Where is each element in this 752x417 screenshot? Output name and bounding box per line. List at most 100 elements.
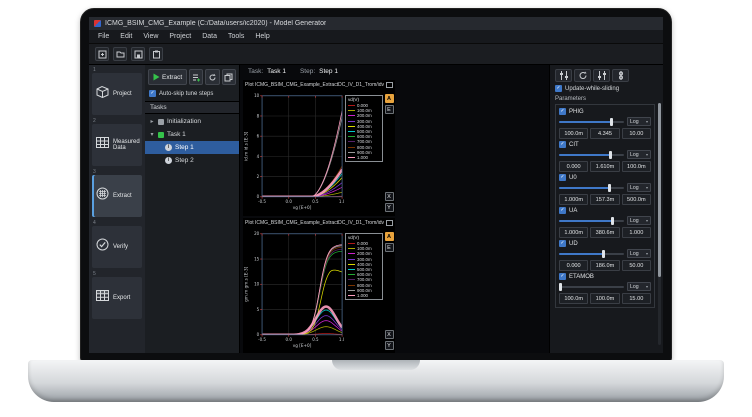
plot-e-button[interactable]: E: [384, 243, 394, 252]
refresh-button[interactable]: [205, 69, 220, 85]
param-slider[interactable]: [558, 282, 624, 291]
sidebar-item-project[interactable]: Project: [92, 73, 142, 115]
scrollbar[interactable]: [658, 103, 661, 345]
param-value[interactable]: 157.3m: [590, 194, 620, 205]
param-min[interactable]: 0.000: [559, 161, 589, 172]
save-project-icon[interactable]: [131, 47, 145, 61]
restore-window-icon[interactable]: [386, 82, 393, 88]
menu-item-help[interactable]: Help: [255, 33, 270, 40]
param-value[interactable]: 4.345: [590, 128, 620, 139]
param-min[interactable]: 1.000m: [559, 227, 589, 238]
menu-item-data[interactable]: Data: [202, 33, 217, 40]
plot-x-button[interactable]: X: [384, 192, 394, 201]
param-checkbox[interactable]: ✓: [559, 174, 566, 181]
svg-text:-0.5: -0.5: [258, 337, 266, 342]
slider-thumb[interactable]: [608, 183, 612, 192]
extract-run-button[interactable]: Extract: [148, 69, 188, 85]
open-project-icon[interactable]: [113, 47, 127, 61]
param-slider[interactable]: [559, 183, 624, 192]
param-slider[interactable]: [559, 150, 624, 159]
param-min[interactable]: 100.0m: [559, 128, 589, 139]
tune-icon[interactable]: [612, 69, 629, 82]
param-value[interactable]: 1.610m: [590, 161, 620, 172]
slider-thumb[interactable]: [602, 249, 606, 258]
menu-item-project[interactable]: Project: [169, 33, 192, 40]
param-max[interactable]: 1.000: [621, 227, 651, 238]
tree-node-task-1[interactable]: ▾ Task 1: [145, 128, 239, 141]
duplicate-button[interactable]: [221, 69, 236, 85]
menu-item-file[interactable]: File: [98, 33, 110, 40]
sidebar-item-measured-data[interactable]: Measured Data: [92, 124, 142, 166]
param-max[interactable]: 50.00: [621, 260, 651, 271]
param-max[interactable]: 100.0m: [621, 161, 651, 172]
scale-select[interactable]: Log ▾: [627, 216, 651, 225]
plot-a-button[interactable]: A: [384, 94, 394, 103]
scrollbar-thumb[interactable]: [658, 103, 661, 278]
param-max[interactable]: 500.0m: [621, 194, 651, 205]
plot-e-button[interactable]: E: [384, 105, 394, 114]
sidebar-item-verify[interactable]: Verify: [92, 226, 142, 268]
laptop-lid: ICMG_BSIM_CMG_Example (C:/Data/users/ic2…: [80, 8, 672, 362]
menu-item-tools[interactable]: Tools: [227, 33, 245, 40]
step-value[interactable]: Step 1: [319, 68, 338, 75]
plot-x-button[interactable]: X: [384, 330, 394, 339]
tree-node-initialization[interactable]: ▸ Initialization: [145, 115, 239, 128]
plot-a-button[interactable]: A: [384, 232, 394, 241]
sidebar-item-extract[interactable]: Extract: [92, 175, 142, 217]
param-min[interactable]: 100.0m: [559, 293, 589, 304]
param-checkbox[interactable]: ✓: [559, 273, 566, 280]
legend-label: 500.0m: [357, 129, 372, 135]
slider-thumb[interactable]: [609, 117, 613, 126]
chart-canvas-idvg_lin[interactable]: -0.5 0.0 0.5 1.0 0 2 4 6 8 10 vg [E+0] id.m id.s [E…: [243, 90, 344, 214]
compare-sliders-icon[interactable]: [593, 69, 610, 82]
param-value[interactable]: 100.0m: [590, 293, 620, 304]
scale-select[interactable]: Log ▾: [627, 282, 651, 291]
sliders-icon[interactable]: [555, 69, 572, 82]
param-min[interactable]: 1.000m: [559, 194, 589, 205]
sidebar-item-export[interactable]: Export: [92, 277, 142, 319]
tree-node-step-2[interactable]: i Step 2: [145, 154, 239, 167]
param-max[interactable]: 15.00: [621, 293, 651, 304]
extract-icon: [95, 187, 110, 205]
reset-sliders-icon[interactable]: [574, 69, 591, 82]
param-value[interactable]: 380.6m: [590, 227, 620, 238]
restore-window-icon[interactable]: [386, 220, 393, 226]
svg-text:id.m id.s [E-3]: id.m id.s [E-3]: [244, 131, 249, 161]
plot-y-button[interactable]: Y: [384, 203, 394, 212]
task-value[interactable]: Task 1: [267, 68, 286, 75]
param-checkbox[interactable]: ✓: [559, 207, 566, 214]
menu-item-view[interactable]: View: [143, 33, 159, 40]
param-slider[interactable]: [559, 117, 624, 126]
auto-skip-checkbox[interactable]: ✓ Auto-skip tune steps: [145, 88, 239, 99]
plot-y-button[interactable]: Y: [384, 341, 394, 350]
param-checkbox[interactable]: ✓: [559, 108, 566, 115]
param-checkbox[interactable]: ✓: [559, 141, 566, 148]
param-name: UA: [569, 207, 578, 214]
new-project-icon[interactable]: [95, 47, 109, 61]
chart-canvas-idvg_gm[interactable]: -0.5 0.0 0.5 1.0 0 5 10 15 20 vg [E+0] gm.m gm.s […: [243, 228, 344, 352]
scale-select[interactable]: Log ▾: [627, 249, 651, 258]
slider-thumb[interactable]: [608, 150, 612, 159]
param-value[interactable]: 186.0m: [590, 260, 620, 271]
param-name-row: ✓ UA: [559, 206, 651, 215]
update-while-sliding-checkbox[interactable]: ✓ Update-while-sliding: [555, 85, 655, 94]
param-slider[interactable]: [559, 249, 624, 258]
menu-item-edit[interactable]: Edit: [120, 33, 133, 40]
slider-thumb[interactable]: [558, 282, 562, 291]
chevron-right-icon[interactable]: ▸: [150, 119, 154, 125]
svg-text:0.5: 0.5: [312, 199, 319, 204]
legend-label: 1.000: [357, 154, 368, 160]
param-min[interactable]: 0.000: [559, 260, 589, 271]
param-slider[interactable]: [559, 216, 624, 225]
add-step-button[interactable]: [189, 69, 204, 85]
scale-select[interactable]: Log ▾: [627, 150, 651, 159]
slider-thumb[interactable]: [610, 216, 614, 225]
param-max[interactable]: 10.00: [621, 128, 651, 139]
chevron-down-icon[interactable]: ▾: [150, 132, 154, 138]
scale-select[interactable]: Log ▾: [627, 183, 651, 192]
param-checkbox[interactable]: ✓: [559, 240, 566, 247]
scale-select[interactable]: Log ▾: [627, 117, 651, 126]
tree-node-step-1[interactable]: i Step 1: [145, 141, 239, 154]
clipboard-icon[interactable]: [149, 47, 163, 61]
table-icon: [95, 136, 110, 154]
